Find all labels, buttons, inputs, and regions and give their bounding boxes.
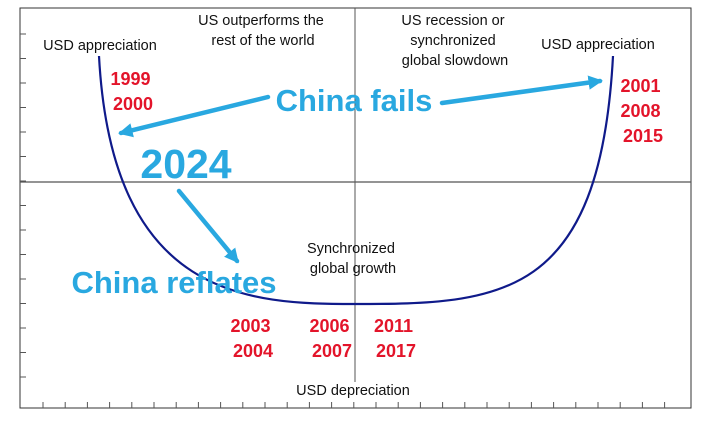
arrow-to-reflation [176, 188, 240, 264]
quadrant-label-line: global growth [310, 261, 396, 277]
quadrant-label-line: synchronized [410, 33, 495, 49]
quadrant-label-line: rest of the world [211, 33, 314, 49]
years-bottom-col1: 2003 2004 [230, 316, 275, 361]
years-bottom-col2: 2006 2007 [309, 316, 354, 361]
year-label: 2007 [312, 341, 352, 361]
year-label: 2011 [374, 316, 413, 336]
years-right-top: 2001 2008 2015 [620, 76, 665, 146]
year-label: 1999 [110, 69, 150, 89]
year-label: 2001 [620, 76, 660, 96]
quadrant-label-synchronized-growth: Synchronized global growth [307, 241, 399, 277]
year-label: 2015 [623, 126, 663, 146]
quadrant-label-us-outperforms: US outperforms the rest of the world [198, 13, 328, 49]
callout-china-fails: China fails [276, 83, 433, 118]
quadrant-label-line: global slowdown [402, 53, 508, 69]
callout-year-2024: 2024 [140, 141, 231, 187]
quadrant-label-line: US outperforms the [198, 13, 324, 29]
quadrant-label-line: US recession or [401, 13, 504, 29]
arrow-to-left-peak [118, 94, 271, 138]
year-label: 2003 [230, 316, 270, 336]
label-usd-depreciation: USD depreciation [296, 383, 410, 399]
label-usd-appreciation-left: USD appreciation [43, 38, 157, 54]
arrow-to-right-peak [439, 75, 603, 106]
years-left-top: 1999 2000 [110, 69, 155, 114]
tick-marks [20, 33, 666, 408]
year-label: 2004 [233, 341, 273, 361]
quadrant-label-us-recession: US recession or synchronized global slow… [401, 13, 508, 69]
year-label: 2000 [113, 94, 153, 114]
year-label: 2017 [376, 341, 416, 361]
year-label: 2008 [620, 101, 660, 121]
years-bottom-col3: 2011 2017 [374, 316, 418, 361]
year-label: 2006 [309, 316, 349, 336]
callout-china-reflates: China reflates [71, 265, 276, 300]
quadrant-label-line: Synchronized [307, 241, 395, 257]
label-usd-appreciation-right: USD appreciation [541, 37, 655, 53]
dollar-smile-curve [97, 55, 615, 306]
